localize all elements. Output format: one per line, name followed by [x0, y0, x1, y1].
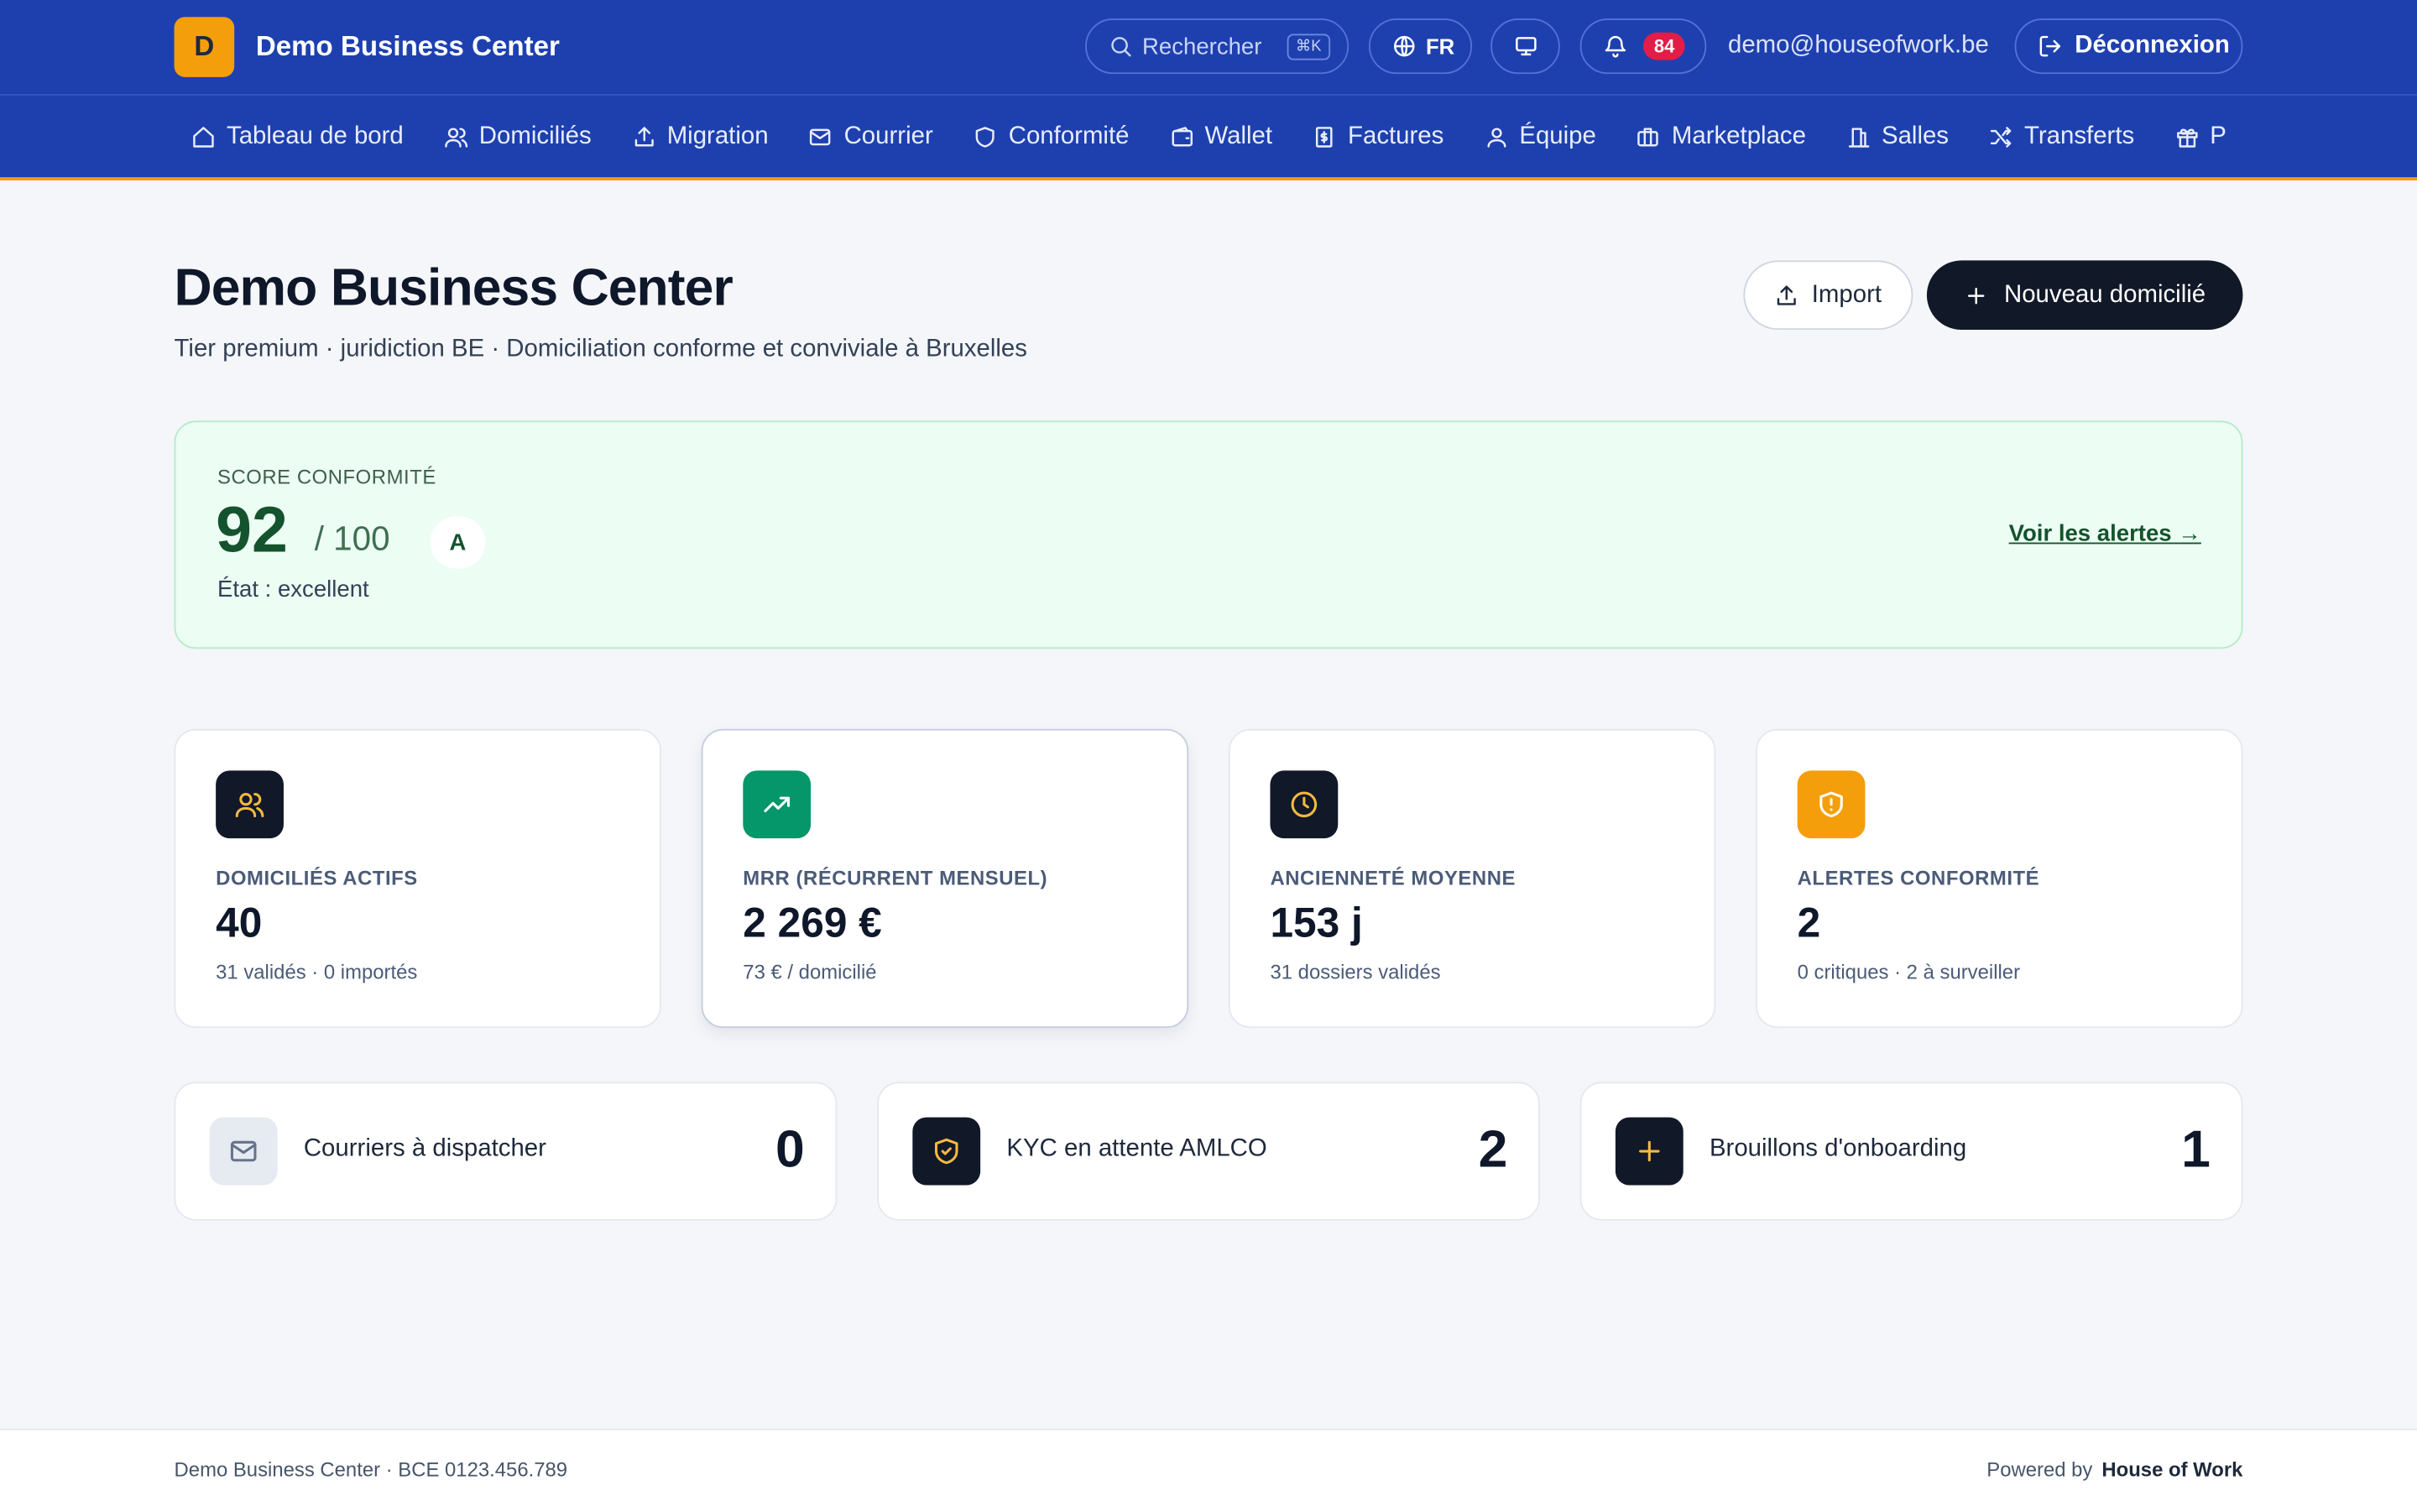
stat-label: ANCIENNETÉ MOYENNE	[1270, 866, 1516, 889]
task-card[interactable]: Brouillons d'onboarding 1	[1579, 1082, 2243, 1221]
nav-label: Courrier	[843, 123, 933, 149]
language[interactable]: FR	[1369, 18, 1473, 75]
task-value: 0	[775, 1120, 805, 1180]
import-label: Import	[1811, 281, 1882, 308]
score-card: SCORE CONFORMITÉ 92 / 100 A État : excel…	[174, 420, 2243, 649]
top-bar: D Demo Business Center Rechercher ⌘K FR …	[0, 0, 2417, 96]
alerts-link[interactable]: Voir les alertes →	[2008, 520, 2201, 548]
stat-icon	[216, 770, 284, 839]
score-max: / 100	[314, 519, 390, 558]
nav-items: Tableau de bord Domiciliés Migration Cou…	[191, 96, 2282, 177]
stat-note: 73 € / domicilié	[743, 960, 877, 983]
task-label: Brouillons d'onboarding	[1709, 1135, 1967, 1162]
brand-title[interactable]: Demo Business Center	[255, 30, 560, 62]
task-label: Courriers à dispatcher	[303, 1135, 546, 1162]
nav-item[interactable]: Migration	[631, 123, 769, 150]
score-grade: A	[430, 516, 486, 569]
notification-count: 84	[1642, 32, 1686, 60]
nav-label: P	[2210, 123, 2226, 149]
stat-label: ALERTES CONFORMITÉ	[1797, 866, 2040, 889]
task-icon	[1615, 1117, 1684, 1186]
nav-label: Domiciliés	[478, 123, 592, 149]
stat-icon	[1797, 770, 1866, 839]
powered-by: Powered by	[1986, 1457, 2093, 1482]
nav-label: Tableau de bord	[227, 123, 404, 149]
new-label: Nouveau domicilié	[2003, 281, 2206, 308]
stat-value: 153 j	[1270, 899, 1363, 946]
logout-label: Déconnexion	[2075, 32, 2230, 59]
footer-right: Powered by House of Work	[1986, 1458, 2242, 1482]
nav-item[interactable]: Factures	[1313, 123, 1444, 150]
task-card[interactable]: KYC en attente AMLCO 2	[877, 1082, 1540, 1221]
footer-brand[interactable]: House of Work	[2101, 1457, 2243, 1482]
stat-icon	[743, 770, 812, 839]
stat-note: 31 validés · 0 importés	[216, 960, 418, 983]
nav-item[interactable]: Transferts	[1989, 123, 2134, 150]
nav-item[interactable]: P	[2174, 123, 2226, 150]
page-subtitle: Tier premium · juridiction BE · Domicili…	[174, 336, 1027, 362]
page-title: Demo Business Center	[174, 258, 733, 318]
stat-card: ALERTES CONFORMITÉ 2 0 critiques · 2 à s…	[1756, 728, 2243, 1029]
nav-bar: Tableau de bord Domiciliés Migration Cou…	[0, 95, 2417, 180]
import-button[interactable]: Import	[1743, 260, 1913, 331]
nav-item[interactable]: Conformité	[973, 123, 1129, 150]
nav-item[interactable]: Tableau de bord	[191, 123, 404, 150]
display-button[interactable]	[1490, 18, 1560, 75]
stat-label: MRR (RÉCURRENT MENSUEL)	[743, 866, 1048, 889]
stat-icon	[1270, 770, 1339, 839]
score-value: 92	[216, 493, 288, 566]
nav-label: Conformité	[1008, 123, 1130, 149]
notifications[interactable]: 84	[1579, 18, 1707, 75]
score-state: État : excellent	[217, 576, 369, 603]
task-value: 2	[1478, 1120, 1508, 1180]
nav-label: Factures	[1348, 123, 1444, 149]
language-code: FR	[1425, 34, 1455, 59]
nav-label: Équipe	[1519, 123, 1596, 149]
stat-card: DOMICILIÉS ACTIFS 40 31 validés · 0 impo…	[174, 728, 661, 1029]
shortcut: ⌘K	[1286, 33, 1331, 60]
nav-item[interactable]: Courrier	[808, 123, 933, 150]
stat-value: 2 269 €	[743, 899, 882, 946]
logout[interactable]: Déconnexion	[2014, 18, 2243, 75]
nav-item[interactable]: Salles	[1846, 123, 1949, 150]
task-value: 1	[2181, 1120, 2211, 1180]
nav-label: Transferts	[2024, 123, 2135, 149]
nav-label: Salles	[1881, 123, 1950, 149]
stat-note: 31 dossiers validés	[1270, 960, 1441, 983]
stat-card: ANCIENNETÉ MOYENNE 153 j 31 dossiers val…	[1228, 728, 1716, 1029]
stat-label: DOMICILIÉS ACTIFS	[216, 866, 418, 889]
new-button[interactable]: Nouveau domicilié	[1926, 260, 2243, 331]
stat-value: 2	[1797, 899, 1821, 946]
task-icon	[912, 1117, 981, 1186]
nav-label: Marketplace	[1671, 123, 1806, 149]
stat-card: MRR (RÉCURRENT MENSUEL) 2 269 € 73 € / d…	[701, 728, 1189, 1029]
stat-note: 0 critiques · 2 à surveiller	[1797, 960, 2021, 983]
nav-label: Wallet	[1204, 123, 1273, 149]
nav-item[interactable]: Wallet	[1169, 123, 1272, 150]
stat-value: 40	[216, 899, 263, 946]
nav-label: Migration	[666, 123, 769, 149]
footer-left: Demo Business Center · BCE 0123.456.789	[174, 1457, 568, 1482]
logo[interactable]: D	[174, 17, 235, 77]
task-label: KYC en attente AMLCO	[1006, 1135, 1267, 1162]
task-card[interactable]: Courriers à dispatcher 0	[174, 1082, 838, 1221]
search[interactable]: Rechercher ⌘K	[1085, 18, 1349, 75]
nav-item[interactable]: Équipe	[1484, 123, 1596, 150]
score-label: SCORE CONFORMITÉ	[217, 465, 436, 489]
search-placeholder: Rechercher	[1142, 33, 1262, 60]
nav-item[interactable]: Domiciliés	[444, 123, 592, 150]
nav-item[interactable]: Marketplace	[1637, 123, 1806, 150]
footer: Demo Business Center · BCE 0123.456.789 …	[0, 1428, 2417, 1512]
task-icon	[209, 1117, 278, 1186]
user-email: demo@houseofwork.be	[1727, 32, 1989, 59]
